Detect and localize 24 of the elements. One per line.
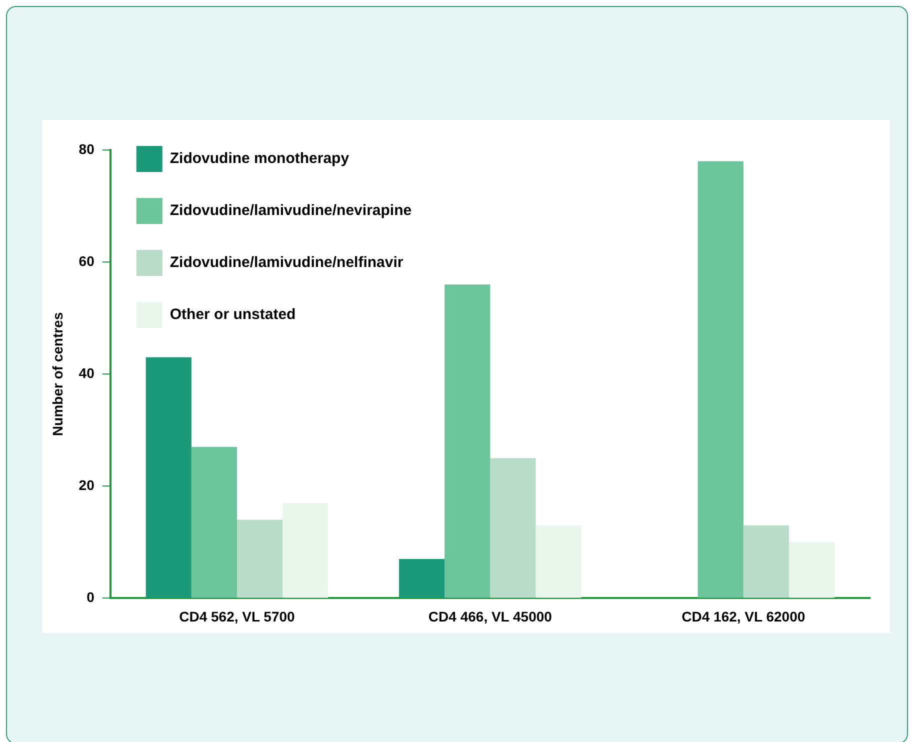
y-tick-label: 0	[86, 589, 95, 606]
y-tick-label: 60	[78, 252, 95, 269]
y-axis-title: Number of centres	[49, 312, 66, 436]
bar	[743, 525, 789, 598]
bar	[788, 542, 835, 598]
y-tick-label: 20	[78, 477, 95, 494]
legend-label: Zidovudine/lamivudine/nelfinavir	[170, 254, 404, 272]
legend-label: Other or unstated	[170, 306, 296, 324]
bar	[282, 502, 328, 598]
y-tick-label: 40	[78, 364, 95, 381]
bar	[536, 525, 582, 598]
bar	[236, 520, 283, 598]
bar	[146, 357, 192, 598]
legend-label: Zidovudine/lamivudine/nevirapine	[170, 202, 412, 220]
bar	[490, 458, 536, 598]
bar	[191, 446, 237, 598]
legend-label: Zidovudine monotherapy	[170, 150, 350, 168]
bar	[399, 558, 445, 598]
x-tick-label: CD4 562, VL 5700	[179, 608, 296, 624]
bar	[698, 161, 744, 598]
x-tick-label: CD4 162, VL 62000	[682, 608, 806, 624]
y-tick-label: 80	[78, 140, 95, 157]
x-tick-label: CD4 466, VL 45000	[428, 608, 552, 624]
bar	[444, 284, 490, 598]
